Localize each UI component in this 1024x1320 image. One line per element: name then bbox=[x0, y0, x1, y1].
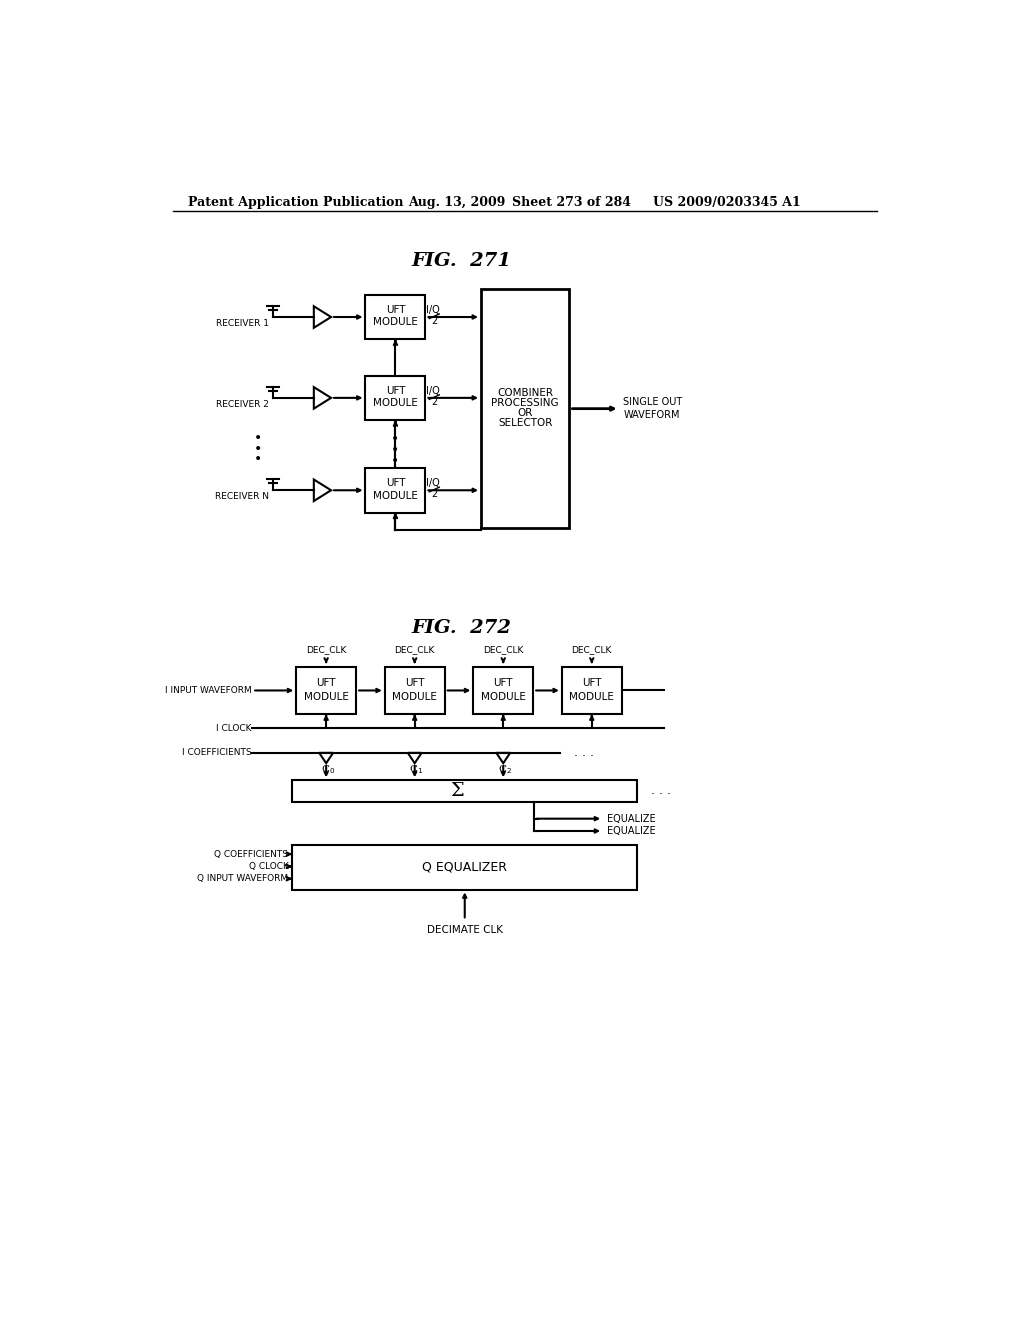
Text: MODULE: MODULE bbox=[304, 692, 348, 702]
Text: DEC_CLK: DEC_CLK bbox=[571, 645, 612, 655]
Text: RECEIVER 2: RECEIVER 2 bbox=[216, 400, 269, 408]
Text: . . .: . . . bbox=[574, 746, 594, 759]
Bar bbox=[473, 667, 534, 714]
Text: RECEIVER 1: RECEIVER 1 bbox=[216, 318, 269, 327]
Text: OR: OR bbox=[517, 408, 532, 418]
Text: . . .: . . . bbox=[651, 784, 671, 797]
Text: C$_0$: C$_0$ bbox=[321, 763, 335, 776]
Text: •: • bbox=[391, 444, 399, 457]
Text: I/Q: I/Q bbox=[426, 478, 440, 488]
Text: Q EQUALIZER: Q EQUALIZER bbox=[422, 861, 507, 874]
Text: UFT: UFT bbox=[386, 478, 406, 488]
Text: DEC_CLK: DEC_CLK bbox=[483, 645, 523, 655]
Text: MODULE: MODULE bbox=[569, 692, 614, 702]
Text: MODULE: MODULE bbox=[373, 317, 418, 327]
Text: UFT: UFT bbox=[494, 677, 513, 688]
Bar bbox=[562, 667, 622, 714]
Text: UFT: UFT bbox=[386, 385, 406, 396]
Text: 2: 2 bbox=[431, 490, 438, 499]
Text: DEC_CLK: DEC_CLK bbox=[306, 645, 346, 655]
Text: DECIMATE CLK: DECIMATE CLK bbox=[427, 924, 503, 935]
Text: MODULE: MODULE bbox=[392, 692, 437, 702]
Text: •: • bbox=[391, 433, 399, 446]
Bar bbox=[481, 289, 569, 528]
Text: COMBINER: COMBINER bbox=[498, 388, 553, 399]
Text: C$_1$: C$_1$ bbox=[410, 763, 423, 776]
Text: I INPUT WAVEFORM: I INPUT WAVEFORM bbox=[165, 686, 252, 694]
Text: SINGLE OUT: SINGLE OUT bbox=[624, 397, 683, 407]
Bar bbox=[366, 294, 425, 339]
Text: Sheet 273 of 284: Sheet 273 of 284 bbox=[512, 195, 631, 209]
Text: RECEIVER N: RECEIVER N bbox=[215, 492, 269, 500]
Text: UFT: UFT bbox=[404, 677, 424, 688]
Text: Q INPUT WAVEFORM: Q INPUT WAVEFORM bbox=[198, 874, 289, 883]
Text: Q COEFFICIENTS: Q COEFFICIENTS bbox=[214, 850, 289, 858]
Text: EQUALIZE: EQUALIZE bbox=[607, 813, 655, 824]
Text: I/Q: I/Q bbox=[426, 385, 440, 396]
Text: MODULE: MODULE bbox=[481, 692, 525, 702]
Text: UFT: UFT bbox=[316, 677, 336, 688]
Bar bbox=[292, 845, 637, 890]
Text: Patent Application Publication: Patent Application Publication bbox=[188, 195, 403, 209]
Text: Aug. 13, 2009: Aug. 13, 2009 bbox=[408, 195, 505, 209]
Text: MODULE: MODULE bbox=[373, 491, 418, 500]
Text: Q CLOCK: Q CLOCK bbox=[249, 862, 289, 871]
Text: I/Q: I/Q bbox=[426, 305, 440, 315]
Text: Σ: Σ bbox=[451, 781, 464, 800]
Text: •: • bbox=[254, 430, 262, 445]
Bar bbox=[366, 376, 425, 420]
Text: 2: 2 bbox=[431, 315, 438, 326]
Bar bbox=[385, 667, 444, 714]
Text: I CLOCK: I CLOCK bbox=[216, 723, 252, 733]
Text: FIG.  272: FIG. 272 bbox=[412, 619, 512, 638]
Text: I COEFFICIENTS: I COEFFICIENTS bbox=[182, 748, 252, 758]
Text: •: • bbox=[254, 442, 262, 455]
Text: WAVEFORM: WAVEFORM bbox=[624, 409, 680, 420]
Text: 2: 2 bbox=[431, 397, 438, 407]
Text: PROCESSING: PROCESSING bbox=[492, 399, 559, 408]
Text: DEC_CLK: DEC_CLK bbox=[394, 645, 435, 655]
Text: FIG.  271: FIG. 271 bbox=[412, 252, 512, 269]
Text: •: • bbox=[391, 454, 399, 469]
Bar bbox=[366, 469, 425, 512]
Text: SELECTOR: SELECTOR bbox=[498, 418, 552, 428]
Text: C$_2$: C$_2$ bbox=[498, 763, 512, 776]
Text: MODULE: MODULE bbox=[373, 399, 418, 408]
Text: UFT: UFT bbox=[386, 305, 406, 315]
Bar bbox=[292, 780, 637, 801]
Text: EQUALIZE: EQUALIZE bbox=[607, 826, 655, 836]
Bar bbox=[296, 667, 356, 714]
Text: •: • bbox=[254, 453, 262, 466]
Text: US 2009/0203345 A1: US 2009/0203345 A1 bbox=[652, 195, 801, 209]
Text: UFT: UFT bbox=[582, 677, 601, 688]
